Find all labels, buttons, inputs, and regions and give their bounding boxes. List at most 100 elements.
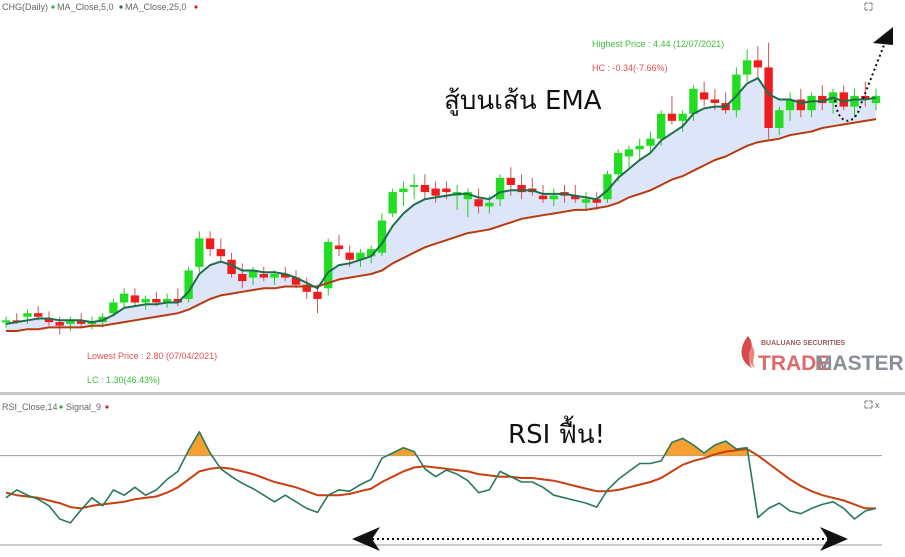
legend-end-dot bbox=[194, 5, 198, 9]
candle bbox=[571, 184, 580, 203]
candle-body bbox=[420, 184, 430, 193]
candle bbox=[614, 149, 623, 182]
candle bbox=[1, 316, 11, 328]
rsi-overbought-fill bbox=[185, 431, 212, 456]
rsi-panel: RSI_Close,14 Signal_9 RSI ฟื้น! x bbox=[0, 400, 882, 551]
candle bbox=[861, 81, 870, 107]
flame-inner-icon bbox=[748, 346, 755, 368]
candle bbox=[732, 67, 741, 118]
candle-body bbox=[775, 110, 784, 128]
candle bbox=[184, 266, 193, 303]
hc-label: HC : -0.34(-7.66%) bbox=[592, 63, 668, 73]
candle-body bbox=[184, 270, 193, 299]
arrow-head-up-icon bbox=[873, 27, 893, 45]
candle bbox=[324, 238, 333, 296]
candle-body bbox=[388, 192, 397, 214]
panel-divider[interactable] bbox=[0, 392, 905, 395]
lc-label: LC : 1.30(46.43%) bbox=[87, 375, 160, 385]
candle bbox=[624, 145, 634, 168]
candle bbox=[742, 49, 752, 82]
candle bbox=[420, 174, 430, 200]
candle bbox=[646, 131, 655, 153]
candle-body bbox=[431, 188, 440, 196]
candle-body bbox=[55, 322, 64, 326]
candle bbox=[388, 188, 397, 218]
candle-body bbox=[34, 313, 43, 317]
candle-body bbox=[861, 95, 870, 100]
rsi-legend: RSI_Close,14 bbox=[2, 402, 58, 412]
candle-body bbox=[109, 302, 118, 314]
candle-body bbox=[656, 113, 666, 139]
candle bbox=[259, 266, 268, 282]
candle-body bbox=[667, 113, 677, 121]
candle-body bbox=[635, 145, 644, 150]
candle-body bbox=[463, 192, 473, 200]
arrow-left-icon bbox=[352, 527, 380, 551]
double-arrow bbox=[352, 527, 848, 551]
candle bbox=[119, 288, 129, 308]
candle bbox=[431, 181, 440, 203]
candle-body bbox=[495, 177, 505, 200]
candle-body bbox=[377, 220, 387, 253]
candle-body bbox=[807, 95, 816, 111]
price-legend-ma5: MA_Close,5,0 bbox=[57, 2, 114, 12]
candle-body bbox=[678, 113, 687, 121]
candle bbox=[603, 170, 612, 203]
candle-body bbox=[366, 249, 376, 257]
candle-body bbox=[291, 277, 301, 285]
candle-body bbox=[506, 177, 516, 185]
candle bbox=[581, 192, 591, 210]
legend-ma25-dot bbox=[119, 5, 123, 9]
candle bbox=[635, 138, 644, 161]
candle-body bbox=[517, 184, 526, 193]
candle-body bbox=[44, 318, 54, 323]
candle-body bbox=[76, 320, 86, 324]
candle-body bbox=[66, 320, 75, 324]
candle bbox=[517, 174, 526, 200]
candle-body bbox=[409, 184, 419, 187]
candle-body bbox=[173, 298, 183, 303]
candle bbox=[291, 270, 301, 289]
candle-body bbox=[313, 291, 322, 299]
arrow-right-icon bbox=[820, 527, 848, 551]
close-icon[interactable]: x bbox=[875, 400, 880, 410]
candle-body bbox=[162, 298, 172, 303]
candle bbox=[764, 42, 773, 139]
candle-body bbox=[796, 99, 806, 111]
rsi-overbought-fill bbox=[387, 447, 417, 456]
candle-body bbox=[818, 95, 827, 104]
ema-band-fill bbox=[6, 78, 876, 331]
rsi-headline: RSI ฟื้น! bbox=[508, 415, 605, 450]
rsi-expand-icon[interactable] bbox=[864, 400, 873, 409]
expand-icon[interactable] bbox=[864, 2, 873, 11]
candle-body bbox=[839, 92, 848, 107]
candle bbox=[474, 188, 483, 214]
candle bbox=[302, 277, 311, 299]
candle bbox=[495, 174, 505, 207]
candle-body bbox=[592, 199, 601, 203]
price-legend-symbol: CHG(Daily) bbox=[2, 2, 48, 12]
candle-body bbox=[23, 313, 32, 317]
candle bbox=[592, 192, 601, 210]
logo-trade: TRADE bbox=[758, 352, 830, 375]
price-legend-ma25: MA_Close,25,0 bbox=[125, 2, 187, 12]
tradermaster-logo: BUALUANG SECURITIES TRADE MASTER bbox=[741, 336, 904, 375]
candle-body bbox=[205, 238, 215, 250]
candle-body bbox=[227, 259, 236, 275]
candle-body bbox=[485, 202, 494, 207]
candle-body bbox=[624, 149, 634, 157]
ema-headline: สู้บนเส้น EMA bbox=[444, 86, 602, 116]
candle-body bbox=[442, 188, 451, 193]
candle-body bbox=[281, 274, 290, 278]
candle bbox=[195, 231, 204, 273]
candle-body bbox=[119, 293, 129, 303]
candle-body bbox=[710, 99, 720, 104]
highest-price-label: Highest Price : 4.44 (12/07/2021) bbox=[592, 39, 724, 49]
candle bbox=[667, 95, 677, 125]
candle bbox=[216, 238, 226, 264]
candle bbox=[66, 316, 75, 332]
legend-rsi-dot bbox=[59, 405, 63, 409]
candle bbox=[366, 245, 376, 264]
